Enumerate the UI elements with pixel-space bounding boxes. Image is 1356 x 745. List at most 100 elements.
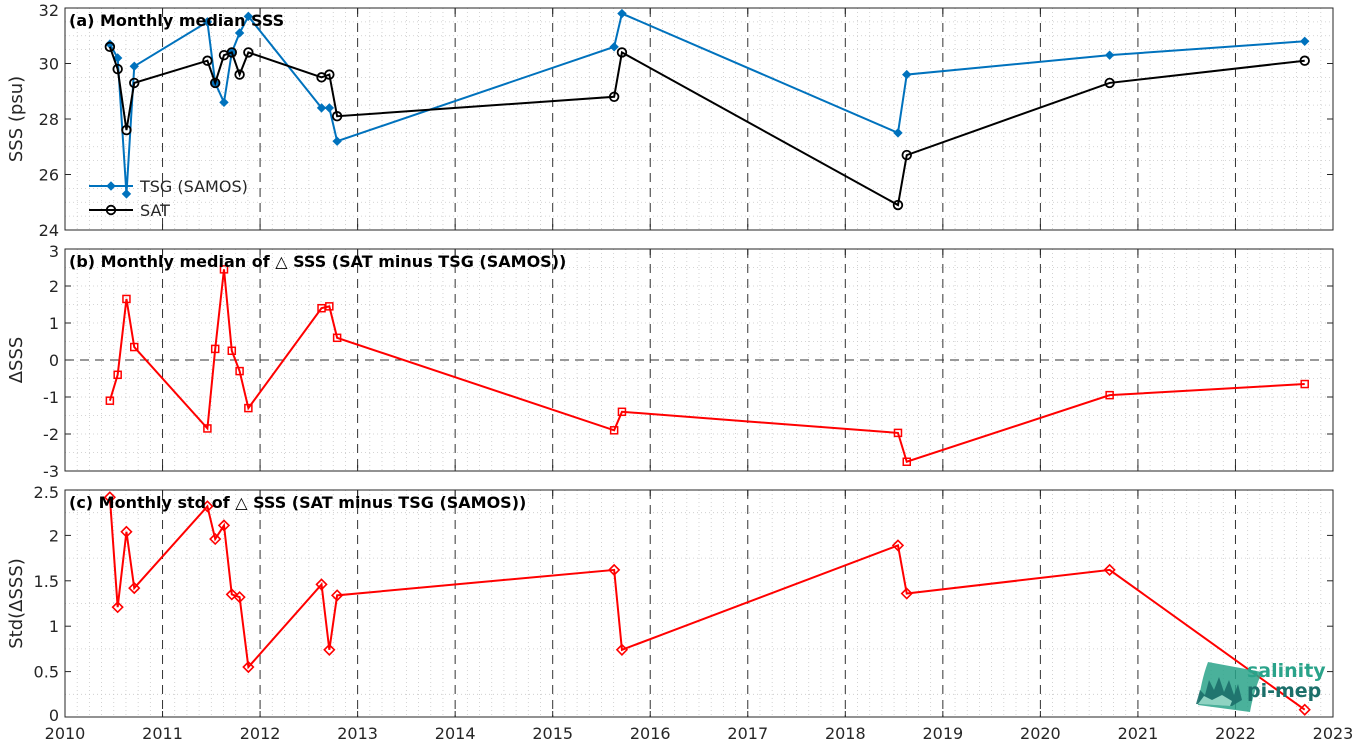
- data-point: [112, 63, 123, 75]
- data-point: [324, 103, 335, 113]
- data-point: [225, 588, 238, 601]
- data-point: [244, 403, 253, 413]
- data-point: [1104, 77, 1115, 89]
- data-point: [242, 660, 255, 674]
- y-tick-label: 30: [39, 55, 59, 74]
- y-axis-label: SSS (psu): [6, 76, 27, 162]
- x-tick-label: 2021: [1118, 724, 1159, 743]
- data-point: [243, 11, 254, 22]
- data-point: [227, 346, 237, 355]
- data-point: [616, 47, 628, 58]
- data-point: [121, 124, 132, 136]
- x-tick-label: 2015: [532, 724, 573, 743]
- data-point: [210, 344, 220, 354]
- series-1: [105, 265, 1309, 466]
- data-point: [892, 199, 904, 211]
- data-point: [210, 77, 221, 89]
- data-point: [105, 396, 115, 405]
- data-point: [331, 111, 343, 122]
- data-point: [1104, 50, 1115, 60]
- y-tick-label: 0: [49, 706, 59, 725]
- legend: TSG (SAMOS) SAT: [89, 177, 248, 220]
- data-point: [1299, 55, 1310, 66]
- data-point: [129, 61, 139, 71]
- axis-frame: [64, 489, 1334, 718]
- data-point: [317, 303, 326, 313]
- x-tick-label: 2013: [337, 724, 378, 743]
- y-tick-label: -3: [43, 462, 59, 481]
- data-point: [323, 643, 336, 656]
- data-point: [315, 578, 328, 591]
- y-tick-label: 28: [39, 110, 59, 129]
- data-point: [324, 69, 335, 80]
- series-line: [108, 46, 1305, 207]
- x-tick-label: 2023: [1313, 724, 1354, 743]
- y-tick-label: 2: [49, 277, 59, 296]
- series-line: [108, 497, 1306, 711]
- data-point: [1298, 703, 1311, 716]
- data-point: [1105, 390, 1114, 400]
- logo-wave-icon: [1196, 662, 1262, 712]
- x-tick-label: 2010: [45, 724, 86, 743]
- panel-title: (b) Monthly median of △ SSS (SAT minus T…: [69, 252, 566, 271]
- series-1: [105, 8, 1310, 199]
- y-tick-label: 26: [39, 166, 59, 185]
- series-line: [108, 269, 1305, 464]
- series-2: [104, 41, 1310, 211]
- data-point: [1300, 379, 1309, 389]
- panel-title: (a) Monthly median SSS: [69, 11, 284, 30]
- y-tick-label: 1: [49, 617, 59, 636]
- data-point: [316, 103, 327, 113]
- data-point: [617, 8, 627, 19]
- data-point: [900, 587, 913, 600]
- logo-text-line1: salinity: [1247, 660, 1326, 682]
- data-point: [106, 181, 116, 191]
- data-point: [1103, 563, 1116, 577]
- data-point: [617, 407, 627, 417]
- chart-panel-2: -3 -2 -1 0 1 2 3 ΔSSS (b) Monthly median of △ SS…: [6, 242, 1334, 481]
- data-point: [113, 370, 122, 380]
- data-point: [217, 519, 231, 532]
- data-point: [893, 128, 903, 138]
- x-tick-label: 2020: [1020, 724, 1061, 743]
- data-point: [608, 563, 621, 577]
- y-tick-label: -2: [43, 425, 59, 444]
- panel-title: (c) Monthly std of △ SSS (SAT minus TSG …: [69, 493, 526, 512]
- y-tick-label: 1.5: [34, 572, 59, 591]
- data-point: [111, 601, 124, 614]
- data-point: [243, 47, 254, 58]
- x-tick-label: 2016: [630, 724, 671, 743]
- data-point: [901, 149, 912, 161]
- y-axis-label: ΔSSS: [6, 337, 27, 384]
- data-point: [891, 539, 905, 552]
- data-point: [122, 294, 131, 304]
- chart-panel-3: 0 0.5 1 1.5 2 2.5 2010 2011 2012 2013 2014 2015 2016…: [6, 483, 1353, 743]
- data-point: [234, 69, 245, 80]
- data-point: [902, 457, 912, 466]
- data-point: [226, 47, 237, 58]
- y-tick-label: 0.5: [34, 663, 59, 682]
- x-tick-label: 2018: [825, 724, 866, 743]
- y-axis-label: Std(ΔSSS): [6, 558, 27, 649]
- logo-text-line2: pi-mep: [1247, 680, 1321, 702]
- data-point: [202, 55, 213, 66]
- x-tick-label: 2012: [240, 724, 281, 743]
- data-point: [233, 591, 246, 604]
- data-point: [112, 53, 123, 63]
- data-point: [332, 136, 342, 146]
- salinity-pi-mep-logo: salinity pi-mep: [1196, 660, 1326, 712]
- y-tick-label: 24: [39, 221, 59, 240]
- series-1: [103, 491, 1311, 716]
- x-tick-label: 2011: [142, 724, 183, 743]
- x-tick-label: 2019: [922, 724, 963, 743]
- data-point: [332, 333, 342, 343]
- y-tick-label: 2.5: [34, 483, 59, 502]
- legend-label: SAT: [140, 201, 170, 220]
- legend-label: TSG (SAMOS): [139, 177, 248, 196]
- x-tick-label: 2014: [435, 724, 476, 743]
- data-point: [219, 265, 229, 274]
- data-point: [202, 17, 213, 27]
- data-point: [104, 41, 116, 53]
- data-point: [209, 532, 222, 546]
